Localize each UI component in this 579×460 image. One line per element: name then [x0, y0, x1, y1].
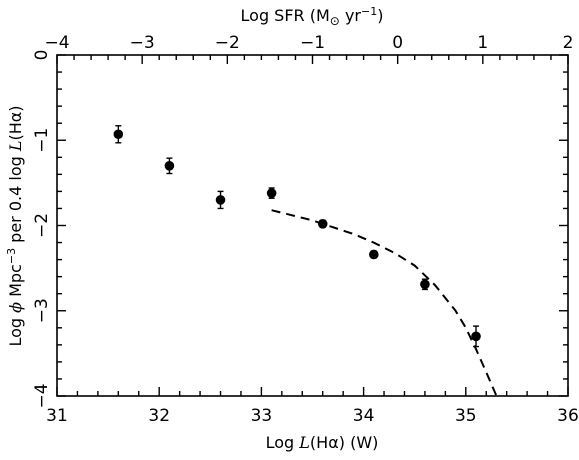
data-point: [215, 195, 226, 205]
top-tick-label: 1: [477, 33, 488, 53]
y-tick-label: −4: [32, 383, 52, 408]
y-axis-label: Log ϕ Mpc−3 per 0.4 log L(Hα): [5, 105, 25, 346]
data-point: [369, 249, 379, 260]
plot-frame: [56, 54, 569, 397]
top-tick-label: −4: [44, 33, 69, 53]
data-point: [420, 279, 430, 290]
y-tick-label: −3: [32, 298, 52, 323]
top-tick-label: 0: [392, 33, 403, 53]
data-point: [471, 331, 481, 342]
x-axis-label: Log L(Hα) (W): [266, 433, 379, 452]
top-tick-label: −2: [215, 33, 240, 53]
x-tick-label: 34: [353, 406, 375, 426]
axis-tick-labels: 31 32 33 34 35 36 −4 −3 −2 −1 0 1 2 0 −1 −2 −3 −4: [32, 33, 579, 426]
x-tick-label: 35: [455, 406, 477, 426]
x-tick-label: 36: [557, 406, 579, 426]
data-points-layer: [113, 125, 481, 348]
top-axis-label: Log SFR (M⊙ yr−1): [241, 5, 384, 28]
x-tick-label: 33: [251, 406, 273, 426]
data-point: [113, 129, 124, 140]
data-point: [317, 218, 328, 229]
y-tick-label: 0: [32, 50, 52, 61]
x-tick-label: 31: [46, 406, 68, 426]
top-tick-label: 2: [563, 33, 574, 53]
fit-layer: [271, 209, 498, 397]
top-tick-label: −3: [130, 33, 155, 53]
y-tick-label: −1: [32, 128, 52, 153]
data-point: [164, 161, 175, 171]
x-tick-label: 32: [148, 406, 170, 426]
y-tick-label: −2: [32, 213, 52, 238]
fit-curve: [271, 209, 498, 397]
top-tick-label: −1: [300, 33, 325, 53]
data-point: [266, 188, 277, 198]
axis-ticks: [56, 54, 569, 397]
